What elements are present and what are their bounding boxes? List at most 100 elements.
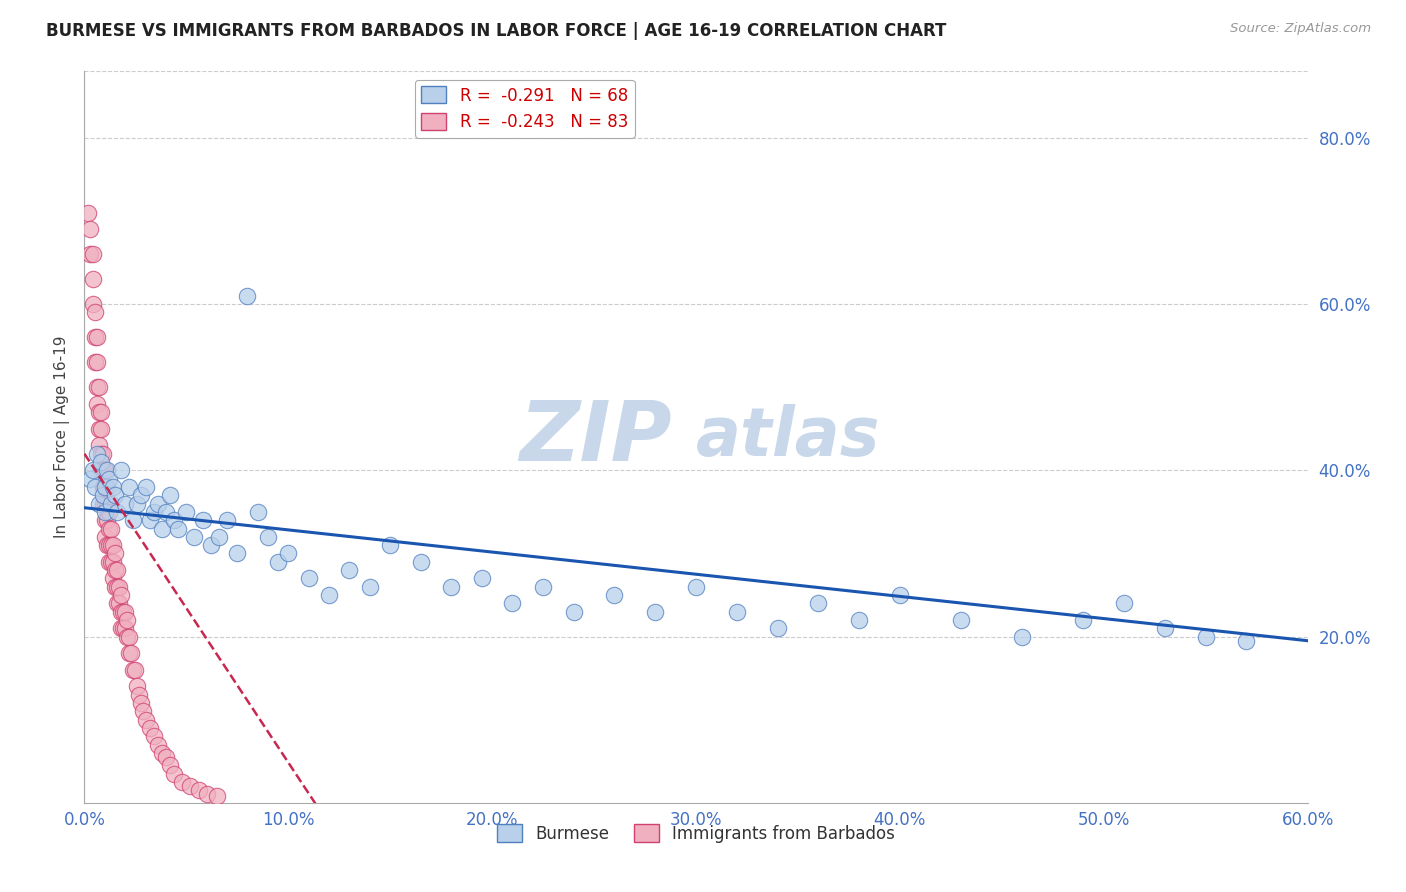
Point: [112, 605, 135, 619]
Point: [339, 563, 361, 577]
Point: [142, 505, 165, 519]
Point: [685, 580, 707, 594]
Point: [96, 513, 118, 527]
Point: [1154, 621, 1177, 635]
Point: [82, 272, 104, 286]
Point: [83, 355, 105, 369]
Point: [91, 480, 114, 494]
Point: [87, 422, 110, 436]
Point: [1011, 630, 1033, 644]
Point: [82, 463, 104, 477]
Point: [208, 530, 231, 544]
Point: [135, 480, 157, 494]
Point: [172, 775, 194, 789]
Point: [127, 680, 149, 694]
Point: [91, 488, 114, 502]
Point: [115, 630, 138, 644]
Point: [90, 405, 112, 419]
Point: [114, 621, 136, 635]
Point: [359, 580, 381, 594]
Point: [83, 330, 105, 344]
Point: [91, 497, 114, 511]
Point: [83, 305, 105, 319]
Point: [1114, 596, 1136, 610]
Point: [90, 455, 112, 469]
Point: [101, 538, 124, 552]
Point: [83, 480, 105, 494]
Point: [155, 750, 177, 764]
Point: [114, 497, 136, 511]
Point: [97, 555, 120, 569]
Point: [105, 563, 128, 577]
Point: [1073, 613, 1095, 627]
Point: [93, 480, 115, 494]
Point: [97, 472, 120, 486]
Point: [318, 588, 340, 602]
Point: [90, 422, 112, 436]
Point: [183, 530, 205, 544]
Point: [104, 563, 127, 577]
Point: [380, 538, 402, 552]
Point: [87, 380, 110, 394]
Point: [90, 447, 112, 461]
Text: BURMESE VS IMMIGRANTS FROM BARBADOS IN LABOR FORCE | AGE 16-19 CORRELATION CHART: BURMESE VS IMMIGRANTS FROM BARBADOS IN L…: [46, 22, 946, 40]
Point: [502, 596, 524, 610]
Point: [96, 538, 118, 552]
Point: [86, 355, 108, 369]
Point: [471, 571, 494, 585]
Point: [105, 505, 128, 519]
Point: [440, 580, 463, 594]
Point: [105, 596, 128, 610]
Point: [93, 505, 115, 519]
Point: [127, 497, 149, 511]
Point: [131, 696, 153, 710]
Point: [205, 789, 228, 804]
Point: [118, 646, 141, 660]
Point: [112, 621, 135, 635]
Point: [100, 538, 122, 552]
Point: [122, 663, 145, 677]
Point: [807, 596, 830, 610]
Point: [766, 621, 789, 635]
Point: [138, 513, 160, 527]
Legend: Burmese, Immigrants from Barbados: Burmese, Immigrants from Barbados: [491, 818, 901, 849]
Point: [124, 663, 146, 677]
Point: [1195, 630, 1218, 644]
Point: [163, 766, 186, 780]
Point: [150, 521, 173, 535]
Point: [236, 289, 259, 303]
Point: [82, 297, 104, 311]
Point: [108, 596, 131, 610]
Point: [97, 521, 120, 535]
Point: [114, 605, 136, 619]
Point: [104, 488, 127, 502]
Point: [246, 505, 269, 519]
Point: [86, 380, 108, 394]
Point: [122, 513, 145, 527]
Point: [86, 397, 108, 411]
Point: [644, 605, 666, 619]
Point: [100, 555, 122, 569]
Point: [97, 505, 120, 519]
Point: [200, 538, 222, 552]
Point: [131, 488, 153, 502]
Point: [101, 555, 124, 569]
Point: [100, 521, 122, 535]
Point: [267, 555, 290, 569]
Point: [257, 530, 280, 544]
Point: [950, 613, 973, 627]
Point: [603, 588, 626, 602]
Point: [115, 613, 138, 627]
Point: [848, 613, 870, 627]
Point: [96, 480, 118, 494]
Point: [142, 729, 165, 743]
Point: [1236, 633, 1258, 648]
Point: [159, 488, 181, 502]
Point: [135, 713, 157, 727]
Point: [79, 472, 101, 486]
Point: [118, 630, 141, 644]
Point: [187, 783, 209, 797]
Point: [110, 605, 132, 619]
Point: [159, 758, 181, 772]
Point: [217, 513, 239, 527]
